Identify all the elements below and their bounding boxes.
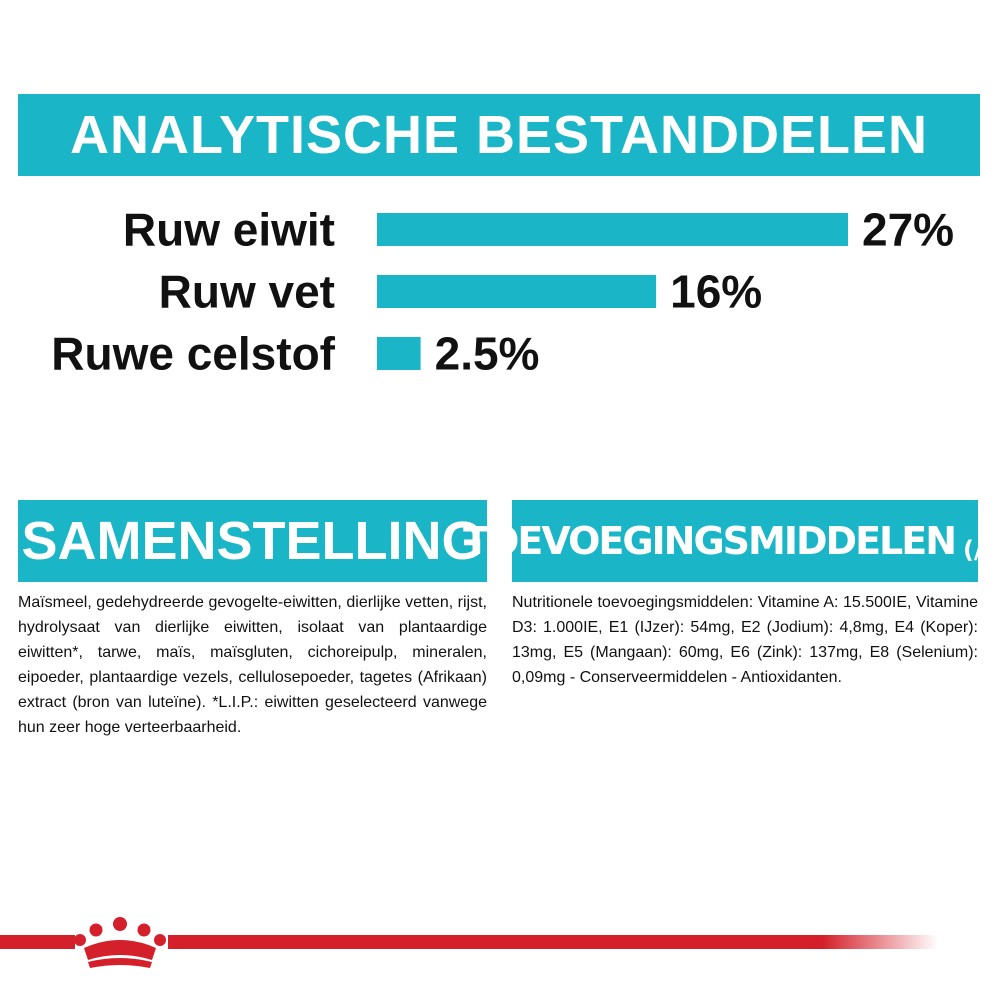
section-header: TOEVOEGINGSMIDDELEN (/kg): [463, 500, 1000, 582]
red-line: [168, 935, 938, 949]
bar: [377, 337, 421, 370]
section-title: SAMENSTELLING: [18, 500, 487, 582]
category-label: Ruw vet: [159, 266, 335, 318]
bar: [377, 275, 657, 308]
section-title: TOEVOEGINGSMIDDELEN: [463, 519, 957, 563]
chart: Ruw eiwit 27% Ruw vet 16% Ruwe celstof 2.5%: [51, 204, 954, 380]
red-line: [0, 935, 75, 949]
value-label: 2.5%: [435, 328, 540, 380]
bar: [377, 213, 848, 246]
value-label: 27%: [862, 204, 954, 256]
category-label: Ruwe celstof: [51, 328, 335, 380]
footer-logo: [0, 917, 938, 968]
category-label: Ruw eiwit: [123, 204, 335, 256]
additives-text: Nutritionele toevoegingsmiddelen: Vitami…: [512, 594, 978, 686]
composition-section: SAMENSTELLING Maïsmeel, gedehydreerde ge…: [18, 500, 487, 740]
crown: [74, 917, 166, 968]
additives-section: TOEVOEGINGSMIDDELEN (/kg) Nutritionele t…: [463, 500, 1000, 690]
section-unit: (/kg): [963, 536, 1000, 564]
value-label: 16%: [670, 266, 762, 318]
chart-title: ANALYTISCHE BESTANDDELEN: [18, 94, 980, 176]
composition-text: Maïsmeel, gedehydreerde gevogelte-eiwitt…: [18, 594, 487, 736]
